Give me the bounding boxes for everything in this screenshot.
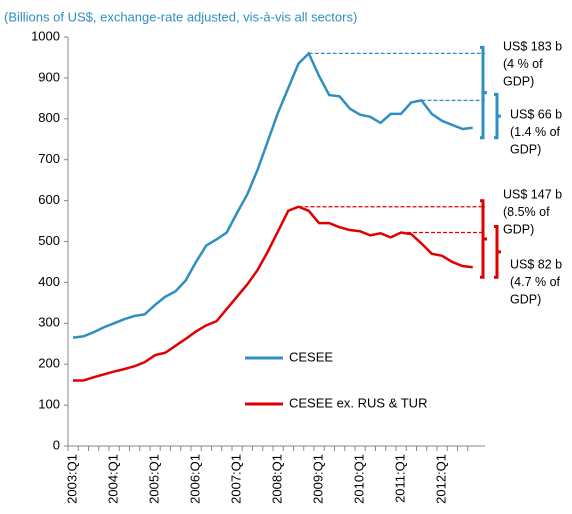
x-tick-label: 2010:Q1 — [351, 454, 366, 504]
bracket — [480, 45, 487, 140]
y-tick-label: 900 — [38, 69, 60, 84]
annotation-text: GDP) — [503, 222, 534, 236]
y-tick-label: 1000 — [31, 28, 60, 43]
y-tick-label: 500 — [38, 233, 60, 248]
x-tick-label: 2012:Q1 — [433, 454, 448, 504]
y-tick-label: 600 — [38, 192, 60, 207]
annotation-text: GDP) — [510, 292, 541, 306]
bracket — [494, 225, 501, 279]
x-tick-label: 2003:Q1 — [64, 454, 79, 504]
y-tick-label: 700 — [38, 151, 60, 166]
x-tick-label: 2004:Q1 — [105, 454, 120, 504]
x-tick-label: 2008:Q1 — [269, 454, 284, 504]
x-tick-label: 2007:Q1 — [228, 454, 243, 504]
x-tick-label: 2009:Q1 — [310, 454, 325, 504]
x-tick-label: 2011:Q1 — [392, 454, 407, 503]
y-tick-label: 300 — [38, 315, 60, 330]
y-tick-label: 100 — [38, 397, 60, 412]
annotation-text: (8.5% of — [503, 205, 550, 219]
annotation-text: GDP) — [503, 74, 534, 88]
bracket — [494, 92, 501, 140]
series-line — [72, 51, 473, 339]
annotation-text: US$ 66 b — [510, 107, 562, 121]
legend-label: CESEE — [289, 349, 333, 364]
annotation-text: US$ 82 b — [510, 257, 562, 271]
series-line — [73, 205, 473, 382]
y-tick-label: 200 — [38, 356, 60, 371]
annotation-text: US$ 183 b — [503, 39, 562, 53]
x-tick-label: 2006:Q1 — [187, 454, 202, 504]
legend-label: CESEE ex. RUS & TUR — [289, 395, 427, 410]
x-tick-label: 2005:Q1 — [146, 454, 161, 504]
chart-subtitle: (Billions of US$, exchange-rate adjusted… — [4, 9, 357, 24]
y-tick-label: 800 — [38, 110, 60, 125]
annotation-text: GDP) — [510, 142, 541, 156]
y-tick-label: 0 — [53, 437, 60, 452]
annotation-text: US$ 147 b — [503, 187, 562, 201]
bracket — [480, 199, 487, 279]
annotation-text: (1.4 % of — [510, 125, 561, 139]
annotation-text: (4 % of — [503, 57, 543, 71]
y-tick-label: 400 — [38, 274, 60, 289]
annotation-text: (4.7 % of — [510, 275, 561, 289]
